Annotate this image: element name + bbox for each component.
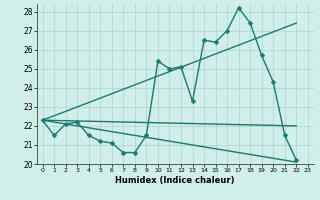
X-axis label: Humidex (Indice chaleur): Humidex (Indice chaleur) [116, 176, 235, 185]
